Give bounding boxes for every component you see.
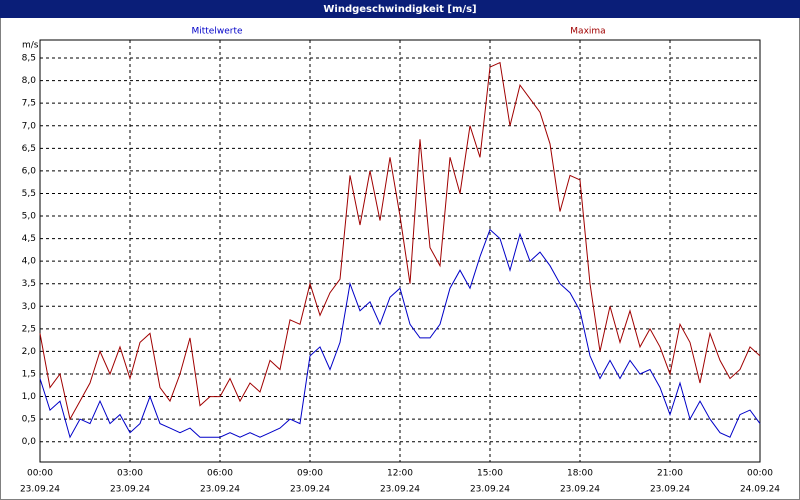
x-tick-date: 23.09.24 — [380, 485, 420, 495]
y-tick-label: 8,5 — [22, 54, 36, 64]
y-tick-label: 6,0 — [22, 166, 37, 176]
x-tick-date: 23.09.24 — [20, 485, 60, 495]
y-tick-label: 5,5 — [22, 189, 36, 199]
y-tick-label: 1,5 — [22, 369, 36, 379]
y-tick-label: 1,0 — [22, 392, 37, 402]
series-line — [39, 61, 761, 421]
x-tick-date: 23.09.24 — [290, 485, 330, 495]
x-tick-date: 23.09.24 — [110, 485, 150, 495]
x-tick-label: 06:00 — [207, 469, 233, 479]
x-tick-label: 15:00 — [477, 469, 503, 479]
y-tick-label: 4,0 — [22, 257, 37, 267]
x-tick-date: 23.09.24 — [200, 485, 240, 495]
chart-title: Windgeschwindigkeit [m/s] — [323, 4, 476, 15]
y-tick-label: 2,0 — [22, 347, 37, 357]
x-tick-label: 00:00 — [747, 469, 773, 479]
x-tick-label: 18:00 — [567, 469, 593, 479]
y-tick-label: 7,0 — [22, 121, 37, 131]
x-tick-date: 23.09.24 — [560, 485, 600, 495]
y-unit: m/s — [22, 41, 39, 51]
y-tick-label: 0,5 — [22, 415, 36, 425]
legend-label: Maxima — [570, 27, 605, 37]
y-tick-label: 6,5 — [22, 144, 36, 154]
y-tick-label: 7,5 — [22, 99, 36, 109]
legend-label: Mittelwerte — [191, 27, 242, 37]
title-bar — [0, 0, 800, 18]
x-tick-label: 21:00 — [657, 469, 683, 479]
y-tick-label: 4,5 — [22, 234, 36, 244]
y-tick-label: 3,5 — [22, 279, 36, 289]
y-tick-label: 3,0 — [22, 302, 37, 312]
x-tick-date: 23.09.24 — [470, 485, 510, 495]
y-tick-label: 8,0 — [22, 76, 37, 86]
series-line — [39, 228, 761, 439]
x-tick-label: 03:00 — [117, 469, 143, 479]
y-tick-label: 2,5 — [22, 324, 36, 334]
x-tick-label: 12:00 — [387, 469, 413, 479]
x-tick-date: 23.09.24 — [650, 485, 690, 495]
y-tick-label: 0,0 — [22, 437, 37, 447]
x-tick-label: 09:00 — [297, 469, 323, 479]
x-tick-label: 00:00 — [27, 469, 53, 479]
x-tick-date: 24.09.24 — [740, 485, 780, 495]
y-tick-label: 5,0 — [22, 212, 37, 222]
